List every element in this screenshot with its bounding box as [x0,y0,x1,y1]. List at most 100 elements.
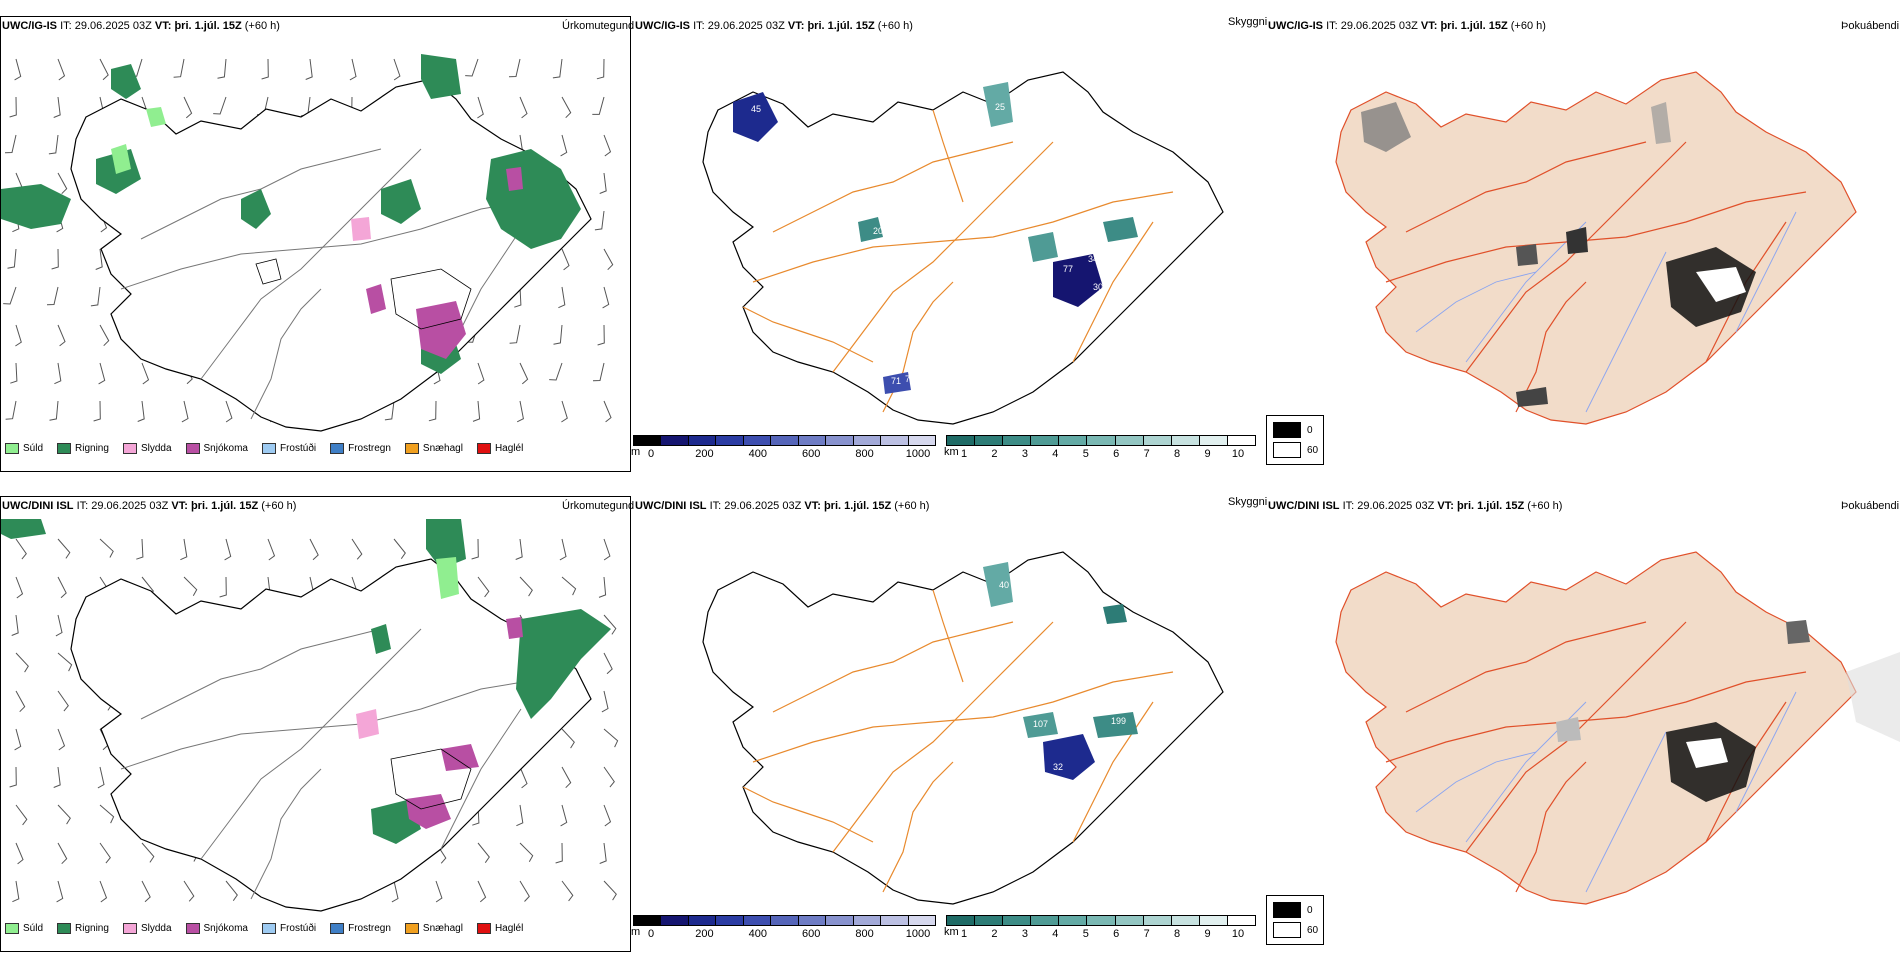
legend-swatch [185,923,200,934]
precip-panel-bottom: Súld Rigning Slydda Snjókoma Frostúði Frostre… [0,490,635,960]
row-top: Súld Rigning Slydda Snjókoma Frostúði Frostre… [0,10,1900,480]
header-lead: (+60 h) [1527,500,1563,512]
wind-barb [561,880,574,902]
legend-label: Rigning [75,923,109,934]
legend-label: Snæhagl [422,923,463,934]
iceland-coastline [702,551,1224,905]
wind-barb [603,614,617,635]
wind-barb [10,362,18,384]
wind-barb [305,58,313,80]
wind-barb [14,58,22,81]
header-lead: (+60 h) [1510,20,1546,32]
wind-barb [141,842,155,863]
fog-map[interactable] [1266,32,1900,432]
colorbar-tick-label: 200 [695,928,714,940]
variable-name: Þokuábendi [1841,500,1900,512]
header-model: UWC/IG-IS [2,20,57,32]
wind-barb [57,58,66,81]
wind-barb [56,880,64,903]
header-vt-label: VT: [154,20,172,32]
colorbar-cell [1003,436,1032,445]
wind-barb [561,400,568,423]
wind-barb [603,728,619,748]
wind-barb [561,96,572,119]
wind-barb [9,96,17,118]
wind-barb [57,804,71,825]
legend-label: Haglél [494,923,524,934]
legend-item: Frostregn [330,923,391,934]
header-it: 29.06.2025 03Z [74,20,152,32]
colorbar-tick-label: 1000 [905,448,931,460]
legend-label: Súld [23,923,44,934]
legend-swatch [57,923,72,934]
legend-label: Súld [23,443,44,454]
wind-barb [57,172,68,195]
legend-swatch [261,923,276,934]
wind-barb [561,576,577,596]
colorbar-tick-label: 9 [1204,448,1211,460]
header-vt-label: VT: [804,500,821,512]
header-vt-label: VT: [787,20,805,32]
header-vt-label: VT: [1420,20,1438,32]
colorbar-cell [826,436,854,445]
colorbar-cell [1003,916,1032,925]
wind-barb [603,880,617,901]
wind-barb [99,804,115,824]
wind-barb [603,766,615,788]
legend-label: Haglél [494,443,524,454]
legend-swatch [5,443,19,454]
variable-name: Úrkomutegund [562,500,635,512]
legend-label: Frostregn [348,923,391,934]
colorbar-cell [908,436,935,445]
wind-barb [137,400,145,422]
fog-legend-bottom: 0 60 [1266,895,1324,945]
wind-barb [15,576,24,599]
iceland-coastline [70,78,592,432]
header-model: UWC/DINI ISL [1268,500,1340,512]
wind-barb [183,576,198,597]
legend-swatch [330,923,345,934]
panel-header: UWC/IG-IS IT: 29.06.2025 03Z VT: þri. 1.… [2,20,280,32]
header-vt: þri. 1.júl. 15Z [190,500,259,512]
fog-legend-label: 60 [1307,444,1319,456]
wind-barb [183,96,193,119]
colorbar-tick-label: 400 [748,928,767,940]
wind-barb [351,538,363,560]
legend-item: Snjókoma [185,923,248,934]
colorbar-cell [688,916,717,925]
colorbar-cell [771,436,799,445]
legend-swatch [122,443,137,454]
precip-sleet [356,709,379,739]
header-it: 29.06.2025 03Z [91,500,169,512]
legend-item: Rigning [57,443,109,454]
colorbar-unit: m [631,446,641,458]
colorbar-tick-label: 1 [960,448,968,460]
wind-barb [95,248,103,270]
colorbar-tick-label: 7 [1143,448,1150,460]
legend-swatch [57,443,72,454]
colorbar-strip [633,435,936,446]
colorbar-tick-label: 4 [1052,448,1059,460]
wind-barb [603,652,613,675]
precip-map-frame[interactable]: Súld Rigning Slydda Snjókoma Frostúði Frostre… [0,496,631,952]
wind-barb [558,286,566,309]
legend-label: Slydda [140,923,172,934]
wind-barb [393,58,401,81]
fog-legend-label: 60 [1307,924,1319,936]
fog-legend-item: 0 [1273,902,1313,918]
wind-barb [99,842,111,864]
visibility-map[interactable]: 40 107 199 32 53 [633,512,1266,912]
visibility-map[interactable]: 25 45 75 202 58 58 77 30 34 71 72 [633,32,1266,432]
colorbar-tick-label: 10 [1231,448,1245,460]
colorbar-cell [975,916,1004,925]
header-it-label: IT: [60,20,72,32]
colorbar-tick-label: 0 [647,928,655,940]
colorbar-tick-label: 800 [855,448,874,460]
colorbar-ticks: 1 2 3 4 5 6 7 8 9 10 [946,446,1256,460]
precip-map-frame[interactable]: Súld Rigning Slydda Snjókoma Frostúði Frostre… [0,16,631,472]
legend-item: Slydda [122,923,172,934]
colorbar-cell [771,916,799,925]
precip-snow [366,167,523,359]
fog-map[interactable] [1266,512,1900,912]
wind-barb [597,324,605,346]
